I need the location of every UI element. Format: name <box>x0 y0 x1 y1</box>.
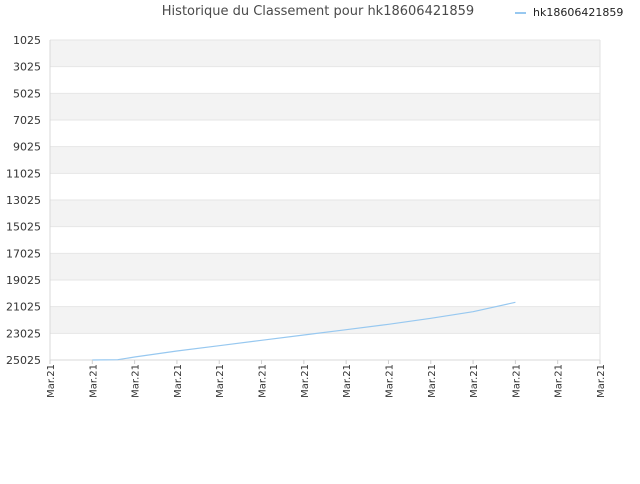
y-tick-label: 23025 <box>6 327 41 340</box>
plot-band <box>50 253 600 280</box>
x-tick-label: Mar.21 <box>131 364 142 398</box>
x-tick-label: Mar.21 <box>258 364 269 398</box>
y-tick-label: 25025 <box>6 354 41 367</box>
legend-swatch <box>515 11 526 14</box>
x-tick-label: Mar.21 <box>384 364 395 398</box>
x-tick-label: Mar.21 <box>300 364 311 398</box>
y-tick-label: 15025 <box>6 221 41 234</box>
y-tick-label: 13025 <box>6 194 41 207</box>
plot-band <box>50 146 600 174</box>
y-tick-label: 1025 <box>13 34 41 47</box>
y-tick-label: 9025 <box>13 141 41 154</box>
x-tick-label: Mar.21 <box>215 364 226 398</box>
y-tick-label: 3025 <box>13 61 41 74</box>
y-tick-label: 11025 <box>6 167 41 180</box>
series-line <box>92 301 516 361</box>
x-tick-label: Mar.21 <box>596 364 607 398</box>
x-tick-label: Mar.21 <box>469 364 480 398</box>
x-tick-label: Mar.21 <box>342 364 353 398</box>
x-tick-label: Mar.21 <box>427 364 438 398</box>
plot-band <box>50 200 600 227</box>
legend[interactable]: hk18606421859 <box>515 6 623 19</box>
y-tick-label: 7025 <box>13 114 41 127</box>
y-tick-label: 21025 <box>6 301 41 314</box>
legend-label: hk18606421859 <box>533 6 624 19</box>
x-tick-label: Mar.21 <box>554 364 565 398</box>
x-tick-label: Mar.21 <box>46 364 57 398</box>
chart-title: Historique du Classement pour hk18606421… <box>161 4 475 19</box>
plot-band <box>50 40 600 67</box>
y-tick-label: 19025 <box>6 274 41 287</box>
plot-band <box>50 93 600 120</box>
y-tick-label: 17025 <box>6 247 41 260</box>
x-tick-label: Mar.21 <box>173 364 184 398</box>
plot-band <box>50 306 600 334</box>
x-tick-label: Mar.21 <box>511 364 522 398</box>
x-tick-label: Mar.21 <box>88 364 99 398</box>
y-tick-label: 5025 <box>13 87 41 100</box>
